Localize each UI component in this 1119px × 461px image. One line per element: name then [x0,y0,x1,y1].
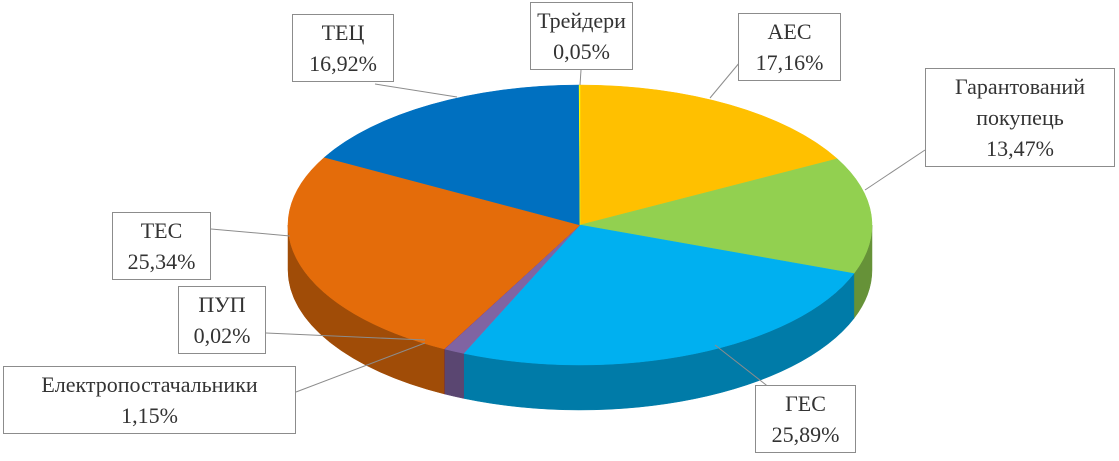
label-value: 17,16% [755,50,824,75]
data-label: ТЕЦ 16,92% [292,14,394,82]
label-name: ПУП [198,292,246,317]
label-name: Електропостачальники [41,372,258,397]
leader-line [210,228,291,237]
pie-tops [287,84,873,366]
label-name: Трейдери [537,8,626,33]
data-label: Гарантований покупець 13,47% [925,68,1115,167]
leader-line [864,149,926,191]
label-value: 25,34% [127,249,196,274]
pie-slice [578,84,581,226]
pie-slice [579,158,873,274]
label-value: 1,15% [121,403,178,428]
leader-line [374,83,458,98]
data-label: ТЕС 25,34% [112,212,211,280]
label-value: 25,89% [771,422,840,447]
label-value: 16,92% [309,51,377,76]
leader-line [265,332,426,341]
label-value: 13,47% [986,136,1054,161]
pie-slice [287,157,581,350]
leader-line [714,344,771,389]
pie-slice [323,84,581,226]
leader-line [579,69,582,86]
data-label: Трейдери 0,05% [530,2,633,70]
label-name: АЕС [767,19,812,44]
data-label: ГЕС 25,89% [755,385,856,453]
label-name: ГЕС [785,391,826,416]
leader-line [295,342,426,393]
label-name: Гарантований покупець [955,74,1085,130]
label-value: 0,05% [553,39,610,64]
data-label: Електропостачальники 1,15% [3,366,296,434]
label-value: 0,02% [193,323,251,348]
label-name: ТЕЦ [321,20,365,45]
label-name: ТЕС [140,218,183,243]
pie-wall [444,348,464,399]
leader-line [709,61,741,99]
pie-slice [463,224,855,366]
data-label: ПУП 0,02% [178,286,266,354]
data-label: АЕС 17,16% [738,13,841,81]
pie-slice [579,84,838,226]
